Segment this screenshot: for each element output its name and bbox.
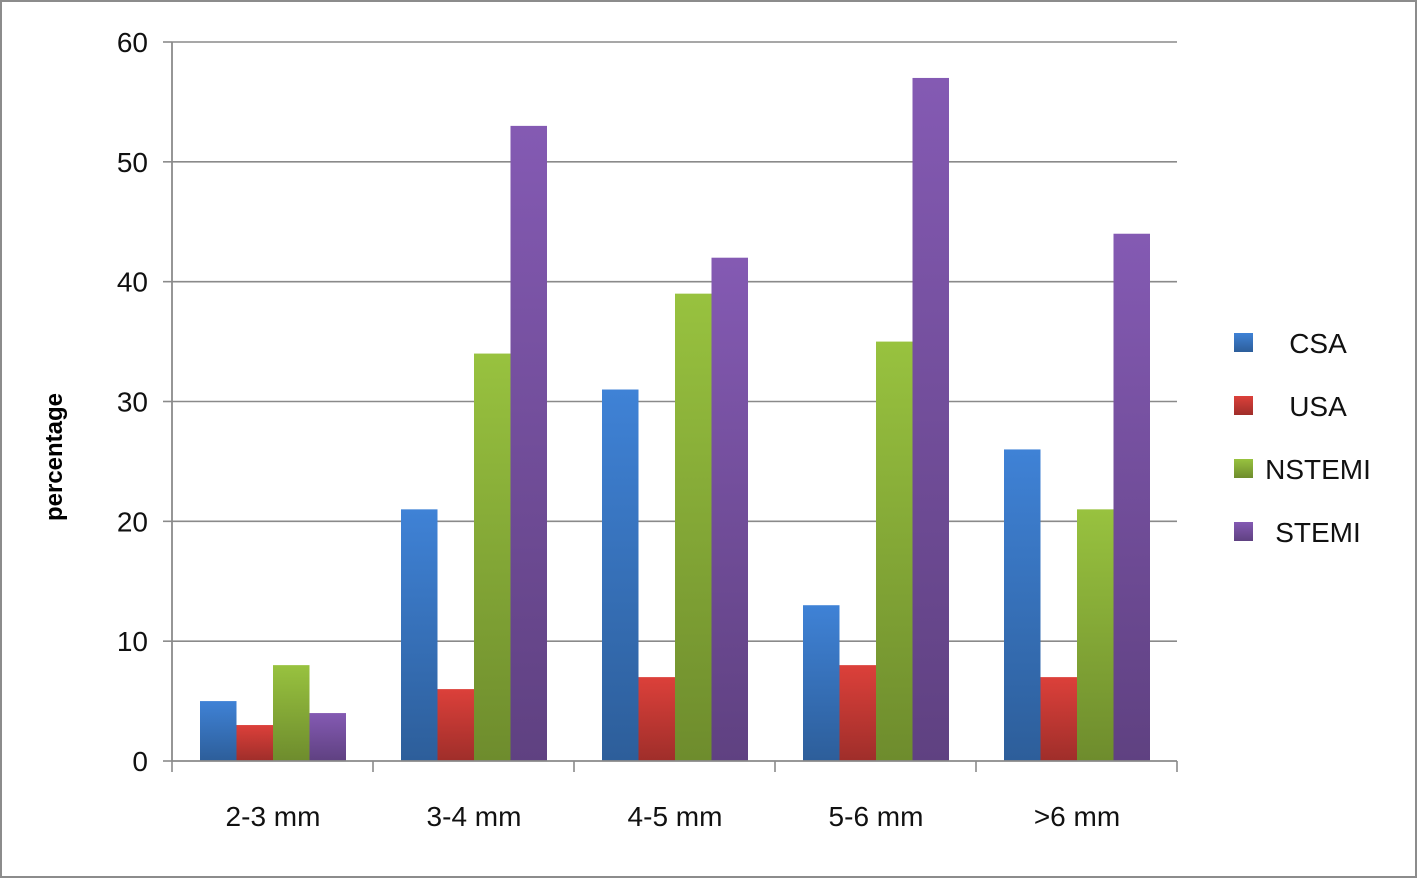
bar-nstemi-3: [675, 293, 712, 761]
legend-label-stemi: STEMI: [1275, 517, 1361, 548]
legend-swatch-stemi: [1234, 522, 1253, 541]
bar-usa-5: [1040, 677, 1077, 761]
legend-label-usa: USA: [1289, 391, 1347, 422]
x-tick-label: 3-4 mm: [427, 801, 522, 832]
bar-usa-2: [437, 689, 474, 761]
y-tick-label: 60: [117, 27, 148, 58]
bar-usa-3: [638, 677, 675, 761]
legend-swatch-nstemi: [1234, 459, 1253, 478]
bar-nstemi-1: [273, 665, 310, 761]
bar-stemi-3: [711, 257, 748, 761]
bars: [200, 77, 1150, 762]
y-tick-label: 0: [132, 746, 148, 777]
legend-swatch-usa: [1234, 396, 1253, 415]
legend-label-nstemi: NSTEMI: [1265, 454, 1371, 485]
y-tick-label: 50: [117, 147, 148, 178]
y-axis-label: percentage: [41, 393, 68, 521]
bar-nstemi-2: [474, 353, 511, 761]
bar-nstemi-5: [1077, 509, 1114, 761]
bar-stemi-1: [309, 713, 346, 761]
x-tick-label: 5-6 mm: [829, 801, 924, 832]
bar-usa-1: [236, 725, 273, 761]
bar-csa-1: [200, 701, 237, 761]
legend: CSA USA NSTEMI STEMI: [1234, 328, 1371, 548]
bar-csa-3: [602, 389, 639, 761]
y-tick-label: 40: [117, 267, 148, 298]
bar-stemi-4: [912, 77, 949, 761]
bar-nstemi-4: [876, 341, 913, 761]
y-tick-labels: 0 10 20 30 40 50 60: [117, 27, 148, 777]
legend-label-csa: CSA: [1289, 328, 1347, 359]
bar-csa-4: [803, 605, 840, 761]
bar-stemi-2: [510, 125, 547, 762]
bar-csa-5: [1004, 449, 1041, 761]
x-tick-label: 2-3 mm: [226, 801, 321, 832]
legend-swatch-csa: [1234, 333, 1253, 352]
x-tick-labels: 2-3 mm 3-4 mm 4-5 mm 5-6 mm >6 mm: [226, 801, 1121, 832]
y-tick-label: 20: [117, 506, 148, 537]
bar-csa-2: [401, 509, 438, 761]
x-tick-label: >6 mm: [1034, 801, 1120, 832]
y-tick-label: 10: [117, 626, 148, 657]
axes: [163, 41, 1178, 772]
y-tick-label: 30: [117, 387, 148, 418]
bar-stemi-5: [1113, 233, 1150, 761]
x-tick-label: 4-5 mm: [628, 801, 723, 832]
bar-usa-4: [839, 665, 876, 761]
